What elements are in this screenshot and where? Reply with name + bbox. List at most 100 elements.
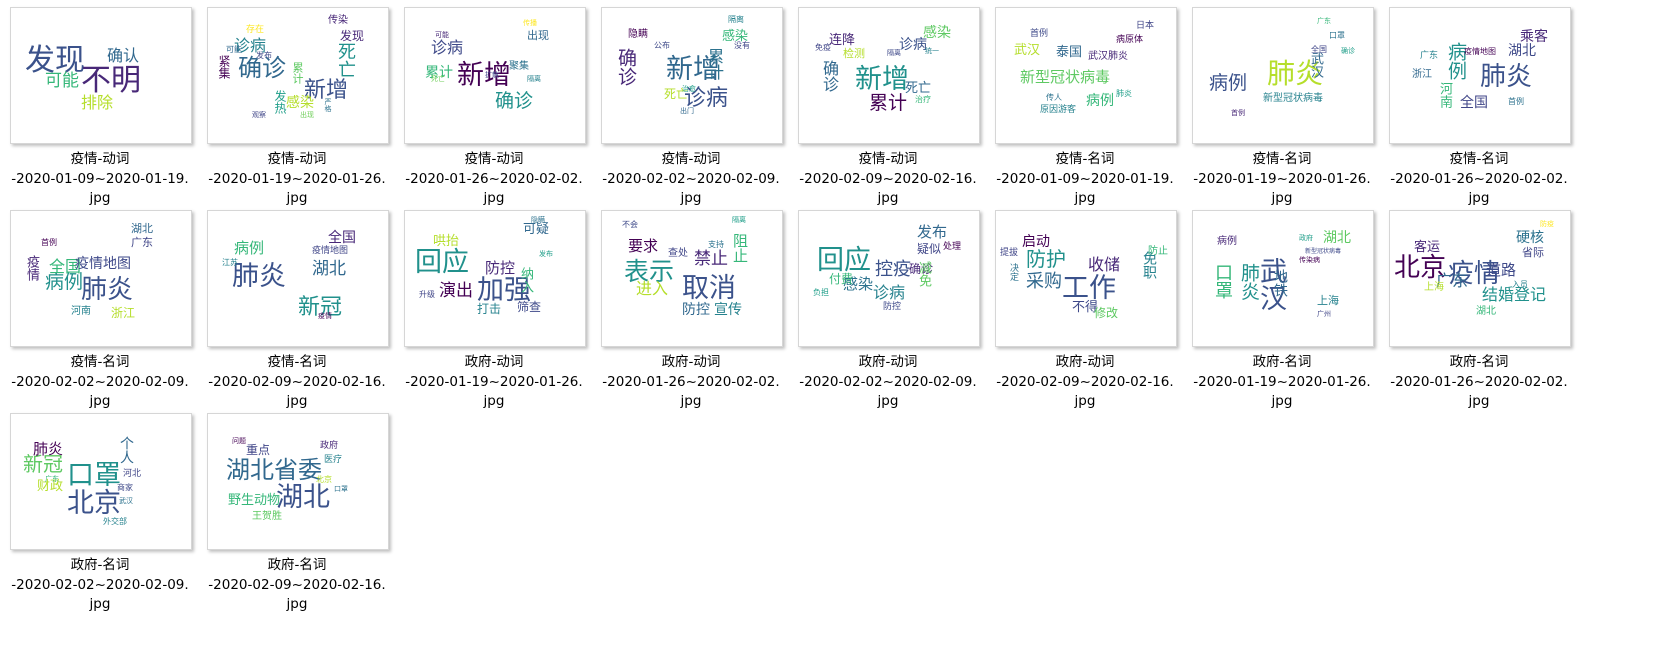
- wordcloud-word: 口罩: [1329, 31, 1345, 40]
- file-item[interactable]: 表示 取消 禁止 进入 要求 防控 宣传 阻止 查处 不会 支持 隔离 政府-动词 -2020-01-26…: [591, 203, 791, 413]
- wordcloud-word: 首例: [1030, 29, 1049, 39]
- wordcloud-word: 防护: [1026, 247, 1066, 271]
- wordcloud-word: 上海: [1317, 294, 1339, 307]
- file-name-line: 疫情-动词: [70, 151, 130, 167]
- wordcloud-word: 道路: [1486, 261, 1517, 279]
- wordcloud-word: 防疫: [1540, 220, 1554, 228]
- wordcloud-word: 广州: [1317, 310, 1331, 318]
- file-item[interactable]: 发现 不明 确认 可能 排除 疫情-动词 -2020-01-09~2020-01-19. jp…: [0, 0, 200, 210]
- wordcloud-word: 发热: [273, 90, 287, 114]
- file-name-label: 疫情-动词 -2020-01-09~2020-01-19. jpg: [0, 150, 200, 209]
- wordcloud-word: 隐瞒: [628, 29, 648, 40]
- file-item[interactable]: 新增 累计 确诊 诊病 感染 连降 死亡 检测 治疗 免疫 隔离 统一 疫情-动词 -2020-02-09…: [788, 0, 988, 210]
- wordcloud-word: 疫情地图: [312, 246, 349, 256]
- wordcloud-word: 湖北: [276, 482, 330, 513]
- wordcloud-word: 口罩: [67, 460, 121, 491]
- wordcloud-word: 肺炎: [232, 261, 286, 292]
- wordcloud-word: 口罩: [1212, 263, 1233, 299]
- wordcloud-word: 河南: [1437, 82, 1452, 108]
- file-name-label: 政府-名词 -2020-01-26~2020-02-02. jpg: [1379, 353, 1579, 412]
- file-item[interactable]: 确诊 新增 诊病 死亡 发现 紧集 感染 累计 传染 发布 存在 可能 发热 观察 出现 严格 疫情-动词 -20…: [197, 0, 397, 210]
- wordcloud-word: 死亡: [335, 42, 356, 78]
- file-name-line: 疫情-名词: [1252, 151, 1312, 167]
- file-item[interactable]: 肺炎 新冠 湖北 病例 全国 疫情地图 江苏 疫情 疫情-名词 -2020-02-09~2020-…: [197, 203, 397, 413]
- file-name-line: -2020-01-26~2020-02-02.: [602, 373, 780, 390]
- file-item[interactable]: 北京 疫情 结婚登记 广东 道路 硬核 客运 湖北 省际 上海 入员 防疫 政府-名词 -2020-01-…: [1379, 203, 1579, 413]
- file-name-line: -2020-02-09~2020-02-16.: [799, 170, 977, 187]
- wordcloud-thumbnail: 北京 疫情 结婚登记 广东 道路 硬核 客运 湖北 省际 上海 入员 防疫: [1389, 210, 1571, 347]
- file-item[interactable]: 回应 控疫 感染 诊病 发布 疑似 确诊 付费 减免 防控 处理 负担 政府-动词 -2020-02-02…: [788, 203, 988, 413]
- file-item[interactable]: 北京 口罩 新冠 肺炎 个人 财政 河北 外交部 商家 武汉 广东 政府-名词 -2020-02-02~…: [0, 406, 200, 616]
- wordcloud-word: 聚集: [509, 61, 529, 72]
- file-item[interactable]: 肺炎 病例 全国 疫情地图 疫情 湖北 广东 河南 浙江 首例 疫情-名词 -2020-02-02~2…: [0, 203, 200, 413]
- wordcloud-word: 治疗: [915, 95, 931, 104]
- wordcloud-word: 传染: [328, 15, 348, 26]
- wordcloud-word: 工作: [1062, 273, 1116, 304]
- file-name-line: 政府-名词: [1449, 354, 1509, 370]
- wordcloud-word: 阻止: [731, 233, 749, 263]
- wordcloud-word: 商家: [117, 483, 133, 492]
- wordcloud-word: 肺炎: [33, 440, 64, 458]
- wordcloud-word: 个人: [118, 436, 134, 464]
- wordcloud-word: 湖北省委: [226, 456, 322, 484]
- wordcloud-word: 野生动物: [228, 493, 281, 508]
- file-name-line: -2020-01-09~2020-01-19.: [11, 170, 189, 187]
- file-item[interactable]: 肺炎 病例 武汉 新型冠状病毒 全国 口罩 首例 广东 确诊 疫情-名词 -2020-01-19~2…: [1182, 0, 1382, 210]
- file-name-line: 政府-动词: [1055, 354, 1115, 370]
- wordcloud-word: 首例: [41, 238, 57, 247]
- file-item[interactable]: 工作 防护 采购 收储 启动 免职 不得 修改 提拔 防止 决定 政府-动词 -2020-02-09~2…: [985, 203, 1185, 413]
- wordcloud-word: 河南: [71, 306, 91, 317]
- file-item[interactable]: 湖北省委 湖北 野生动物 重点 王贺胜 政府 医疗 北京 问题 口罩 政府-名词 -2020-02-0…: [197, 406, 397, 616]
- wordcloud-word: 入员: [1512, 280, 1528, 289]
- wordcloud-word: 纳入: [518, 267, 533, 293]
- wordcloud-word: 广东: [1317, 17, 1331, 25]
- wordcloud-thumbnail: 新增 累计 确诊 诊病 感染 连降 死亡 检测 治疗 免疫 隔离 统一: [798, 7, 980, 144]
- wordcloud-word: 北京: [67, 488, 121, 519]
- wordcloud-word: 广东: [131, 236, 153, 249]
- wordcloud-word: 广东: [1420, 51, 1439, 61]
- wordcloud-word: 隐瞒: [531, 216, 545, 224]
- file-name-line: jpg: [483, 393, 505, 409]
- wordcloud-word: 诊病: [684, 86, 729, 111]
- wordcloud-thumbnail: 新型冠状病毒 武汉 泰国 病例 武汉肺炎 首例 日本 病原体 原因游客 传人 肺炎: [995, 7, 1177, 144]
- wordcloud-word: 政府: [1299, 234, 1313, 242]
- file-item[interactable]: 肺炎 病例 乘客 湖北 全国 河南 浙江 疫情地图 广东 首例 疫情-名词 -2020-01-26~2…: [1379, 0, 1579, 210]
- wordcloud-word: 首例: [1508, 97, 1524, 106]
- wordcloud-word: 处理: [943, 242, 962, 252]
- wordcloud-word: 王贺胜: [252, 511, 282, 522]
- file-name-line: -2020-01-19~2020-01-26.: [1193, 373, 1371, 390]
- wordcloud-word: 肺炎: [1267, 57, 1324, 90]
- wordcloud-word: 病例: [1209, 72, 1248, 94]
- file-name-line: jpg: [89, 596, 111, 612]
- wordcloud-word: 新冠: [298, 295, 343, 320]
- wordcloud-word: 浙江: [1412, 69, 1432, 80]
- wordcloud-word: 公布: [654, 41, 670, 50]
- wordcloud-word: 湖北: [1508, 43, 1536, 59]
- wordcloud-word: 打击: [477, 302, 502, 316]
- wordcloud-word: 传人: [1046, 93, 1062, 102]
- wordcloud-word: 疫情: [318, 312, 332, 320]
- wordcloud-word: 修改: [1094, 306, 1119, 320]
- file-item[interactable]: 新型冠状病毒 武汉 泰国 病例 武汉肺炎 首例 日本 病原体 原因游客 传人 肺炎 疫情-名词 -202…: [985, 0, 1185, 210]
- wordcloud-word: 新型冠状病毒: [1263, 93, 1323, 104]
- wordcloud-word: 发布: [256, 51, 272, 60]
- wordcloud-word: 口罩: [334, 485, 348, 493]
- file-item[interactable]: 新增 诊病 确诊 累计 感染 隐瞒 死亡 公布 隔离 没有 治愈 出门 疫情-动词 -2020-02-02…: [591, 0, 791, 210]
- wordcloud-word: 感染: [923, 25, 951, 41]
- file-name-line: 疫情-名词: [1055, 151, 1115, 167]
- wordcloud-word: 诊病: [234, 36, 267, 55]
- wordcloud-word: 日本: [1136, 21, 1155, 31]
- wordcloud-word: 武汉: [119, 497, 133, 505]
- wordcloud-word: 江苏: [222, 258, 238, 267]
- file-item[interactable]: 回应 加强 演出 防控 哄抬 可疑 纳入 打击 筛查 升级 隐瞒 发布 政府-动词 -2020-01-19…: [394, 203, 594, 413]
- file-name-line: -2020-02-02~2020-02-09.: [11, 373, 189, 390]
- file-item[interactable]: 武汉 肺炎 口罩 湖北 地铁 上海 病例 广州 传染病 政府 新型冠状病毒 政府-名词 -2020-01…: [1182, 203, 1382, 413]
- wordcloud-word: 隔离: [728, 15, 744, 24]
- wordcloud-word: 防止: [1148, 246, 1168, 257]
- file-item[interactable]: 新增 确诊 诊病 累计 出现 聚集 传播 扩散 可能 死亡 隔离 疫情-动词 -2020-01-26~2…: [394, 0, 594, 210]
- wordcloud-word: 疑似: [917, 242, 942, 256]
- wordcloud-word: 累计: [869, 92, 908, 114]
- file-name-line: jpg: [877, 190, 899, 206]
- wordcloud-word: 隔离: [732, 216, 746, 224]
- wordcloud-word: 要求: [628, 237, 659, 255]
